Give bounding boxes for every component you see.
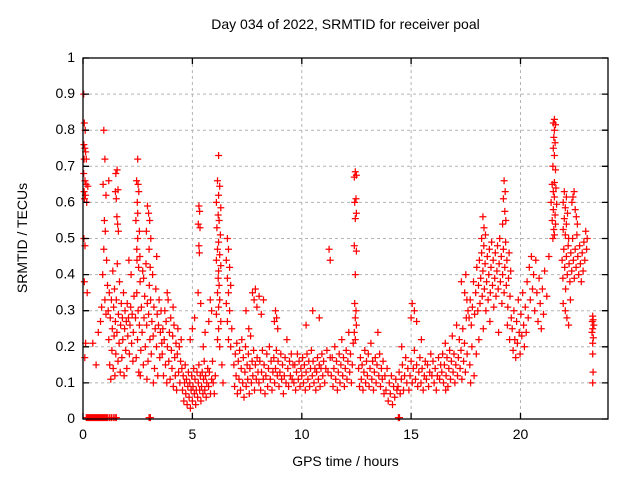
y-tick-label: 0.5 [56,230,76,246]
x-tick-label: 10 [294,426,310,442]
x-tick-label: 0 [79,426,87,442]
x-tick-label: 5 [189,426,197,442]
x-axis-label: GPS time / hours [292,453,399,469]
plot-border [82,57,609,420]
chart-title: Day 034 of 2022, SRMTID for receiver poa… [211,16,480,32]
y-tick-label: 0.1 [56,374,76,390]
y-tick-label: 0.4 [56,266,76,282]
y-tick-label: 0.6 [56,193,76,209]
y-tick-label: 0 [67,410,75,426]
y-tick-label: 0.3 [56,302,76,318]
scatter-points [80,90,598,422]
y-tick-label: 0.9 [56,85,76,101]
x-tick-label: 15 [403,426,419,442]
grid-lines [83,58,608,419]
y-tick-label: 0.8 [56,121,76,137]
y-tick-label: 0.7 [56,157,76,173]
y-tick-label: 0.2 [56,338,76,354]
tick-labels: 0 5 10 15 20 0 0.1 0.2 0.3 0.4 0.5 0.6 0.7 0.8 0.9 1 [56,49,529,442]
x-tick-label: 20 [513,426,529,442]
y-tick-label: 1 [67,49,75,65]
